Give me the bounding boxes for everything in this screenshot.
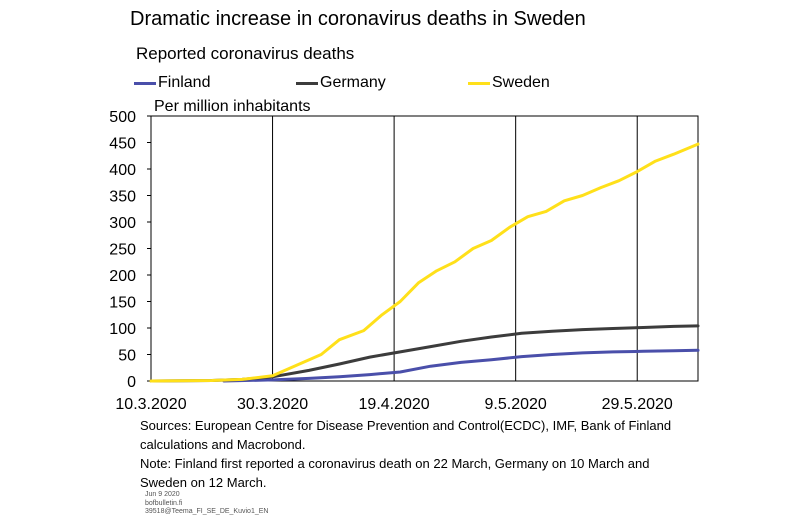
plot-frame — [150, 115, 699, 382]
y-tick-label: 0 — [127, 374, 136, 391]
legend-label-germany: Germany — [320, 74, 386, 91]
y-tick-label: 250 — [109, 242, 136, 259]
x-tick-label: 29.5.2020 — [602, 396, 673, 413]
y-axis-label: Per million inhabitants — [154, 98, 311, 115]
chart-subtitle: Reported coronavirus deaths — [136, 44, 355, 63]
y-tick-label: 500 — [109, 109, 136, 126]
sources-line-2: calculations and Macrobond. — [140, 437, 306, 452]
y-tick-label: 100 — [109, 321, 136, 338]
footer-site: bofbulletin.fi — [145, 499, 183, 507]
x-tick-label: 30.3.2020 — [237, 396, 308, 413]
x-tick-label: 9.5.2020 — [485, 396, 547, 413]
legend-item-finland: Finland — [134, 74, 210, 92]
legend-swatch-germany — [296, 81, 318, 85]
legend-item-sweden: Sweden — [468, 74, 550, 92]
legend-swatch-sweden — [468, 81, 490, 85]
y-tick-label: 350 — [109, 189, 136, 206]
legend: Finland Germany Sweden — [134, 74, 654, 94]
footer: Jun 9 2020 bofbulletin.fi 39518@Teema_FI… — [145, 491, 268, 517]
legend-label-sweden: Sweden — [492, 74, 550, 91]
y-tick-label: 450 — [109, 136, 136, 153]
x-tick-label: 19.4.2020 — [359, 396, 430, 413]
legend-swatch-finland — [134, 81, 156, 85]
y-tick-label: 200 — [109, 268, 136, 285]
sources-note: Sources: European Centre for Disease Pre… — [140, 416, 740, 492]
legend-item-germany: Germany — [296, 74, 386, 92]
x-tick-label: 10.3.2020 — [115, 396, 186, 413]
footer-code: 39518@Teema_FI_SE_DE_Kuvio1_EN — [145, 508, 269, 515]
series-line-germany — [149, 324, 700, 383]
y-tick-label: 300 — [109, 215, 136, 232]
legend-label-finland: Finland — [158, 74, 211, 91]
y-tick-label: 400 — [109, 162, 136, 179]
note-line-2: Sweden on 12 March. — [140, 475, 267, 490]
note-line-1: Note: Finland first reported a coronavir… — [140, 456, 650, 471]
y-tick-label: 50 — [118, 348, 136, 365]
footer-date: Jun 9 2020 — [145, 491, 180, 498]
y-tick-label: 150 — [109, 295, 136, 312]
sources-line-1: Sources: European Centre for Disease Pre… — [140, 418, 672, 433]
chart-title: Dramatic increase in coronavirus deaths … — [130, 8, 586, 30]
series-line-finland — [222, 348, 700, 383]
series-line-sweden — [149, 142, 700, 383]
